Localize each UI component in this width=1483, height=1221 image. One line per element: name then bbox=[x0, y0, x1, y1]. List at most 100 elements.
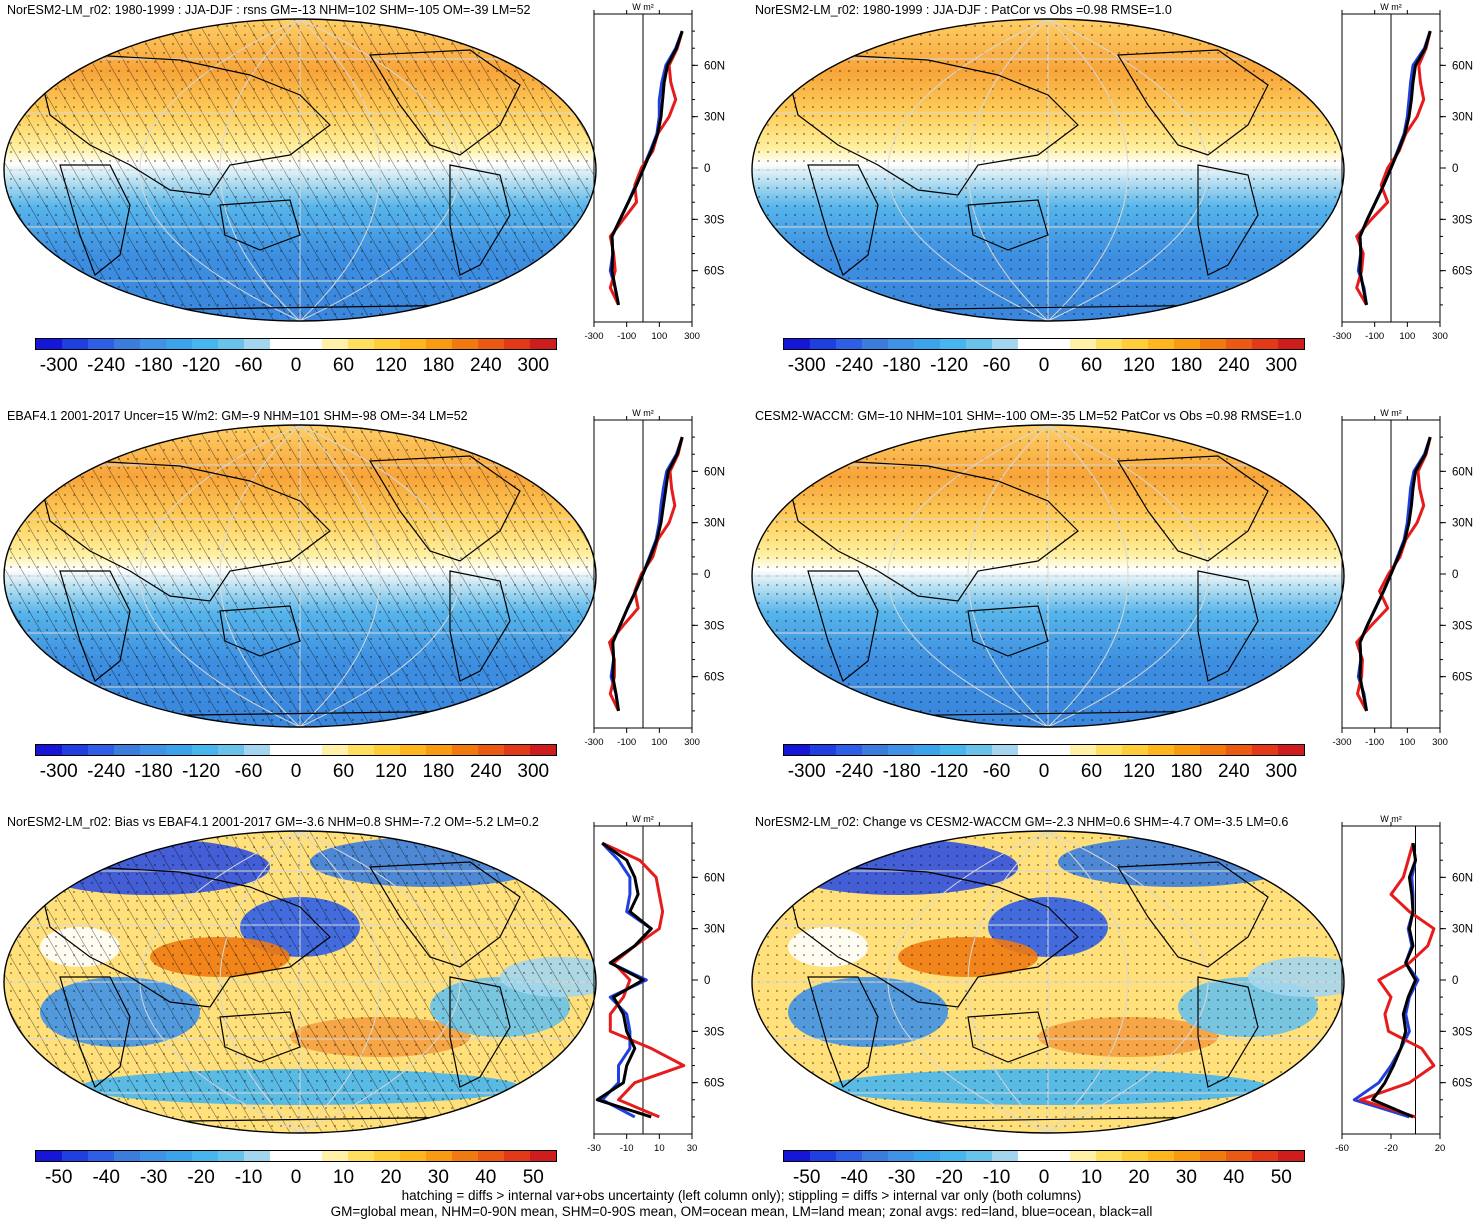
colorbar-swatch bbox=[530, 745, 556, 755]
colorbar-tick-label: -30 bbox=[887, 1167, 916, 1188]
colorbar-swatch bbox=[1096, 1151, 1122, 1161]
zonal-x-tick: -300 bbox=[584, 331, 603, 342]
colorbar-swatch bbox=[1070, 1151, 1096, 1161]
zonal-lat-tick: 30S bbox=[704, 214, 725, 226]
colorbar-swatch bbox=[192, 339, 218, 349]
colorbar-swatch bbox=[62, 745, 88, 755]
world-map bbox=[0, 827, 600, 1137]
zonal-mean-plot: W m² -300 -100 100 300 60N 30N 0 30S 60S bbox=[1328, 0, 1483, 360]
zonal-mean-plot: W m² -300 -100 100 300 60N 30N 0 30S 60S bbox=[1328, 406, 1483, 766]
zonal-x-tick: 300 bbox=[684, 331, 700, 342]
colorbar-swatch bbox=[888, 745, 914, 755]
colorbar-swatch bbox=[836, 1151, 862, 1161]
colorbar-swatch bbox=[1018, 745, 1044, 755]
colorbar-labels: -50 -40 -30 -20 -10 0 10 20 30 40 50 bbox=[35, 1167, 557, 1189]
colorbar-tick-label: -300 bbox=[787, 355, 826, 376]
colorbar-tick-label: 20 bbox=[1128, 1167, 1150, 1188]
zonal-x-tick: -60 bbox=[1335, 1143, 1349, 1154]
colorbar-swatch bbox=[166, 745, 192, 755]
zonal-lat-tick: 30N bbox=[704, 924, 725, 936]
zonal-line-all bbox=[1358, 30, 1432, 306]
colorbar-swatch bbox=[296, 339, 322, 349]
zonal-lat-tick: 60S bbox=[1452, 1078, 1473, 1090]
zonal-x-tick: 300 bbox=[1432, 331, 1448, 342]
zonal-line-all bbox=[1371, 842, 1417, 1119]
colorbar-swatch bbox=[88, 339, 114, 349]
colorbar-swatch bbox=[322, 745, 348, 755]
zonal-line-all bbox=[595, 841, 653, 1119]
colorbar-tick-label: 40 bbox=[1223, 1167, 1245, 1188]
colorbar-swatch bbox=[810, 1151, 836, 1161]
zonal-mean-plot: W m² -300 -100 100 300 60N 30N 0 30S 60S bbox=[580, 406, 740, 766]
zonal-x-tick: 300 bbox=[1432, 737, 1448, 748]
colorbar-swatch bbox=[62, 1151, 88, 1161]
colorbar-swatch bbox=[1018, 1151, 1044, 1161]
colorbar-tick-label: -60 bbox=[234, 355, 263, 376]
colorbar-swatch bbox=[1148, 1151, 1174, 1161]
zonal-lat-tick: 0 bbox=[704, 975, 710, 987]
colorbar-swatch bbox=[1252, 339, 1278, 349]
zonal-lat-tick: 0 bbox=[704, 163, 710, 175]
zonal-lat-tick: 30S bbox=[704, 1026, 725, 1038]
colorbar-swatch bbox=[244, 339, 270, 349]
colorbar-tick-label: 50 bbox=[522, 1167, 544, 1188]
colorbar-swatch bbox=[374, 339, 400, 349]
colorbar-swatch bbox=[992, 1151, 1018, 1161]
colorbar-swatch bbox=[1226, 1151, 1252, 1161]
colorbar-swatch bbox=[140, 339, 166, 349]
colorbar-swatch bbox=[784, 339, 810, 349]
colorbar-swatch bbox=[1278, 745, 1304, 755]
panel-title: CESM2-WACCM: GM=-10 NHM=101 SHM=-100 OM=… bbox=[755, 409, 1302, 423]
colorbar-labels: -300 -240 -180 -120 -60 0 60 120 180 240 300 bbox=[783, 761, 1305, 783]
zonal-line-land bbox=[1355, 30, 1432, 306]
colorbar-swatch bbox=[836, 745, 862, 755]
colorbar-tick-label: 180 bbox=[1170, 355, 1203, 376]
colorbar-swatch bbox=[888, 339, 914, 349]
colorbar-tick-label: 0 bbox=[290, 761, 302, 782]
colorbar-swatch bbox=[374, 745, 400, 755]
zonal-line-all bbox=[1358, 436, 1432, 712]
zonal-lat-tick: 60S bbox=[704, 266, 725, 278]
zonal-lat-tick: 60N bbox=[1452, 466, 1473, 478]
colorbar-tick-label: -180 bbox=[134, 761, 173, 782]
colorbar-swatch bbox=[244, 1151, 270, 1161]
colorbar-swatch bbox=[270, 745, 296, 755]
colorbar-tick-label: -40 bbox=[92, 1167, 120, 1188]
colorbar-swatch bbox=[1200, 745, 1226, 755]
colorbar-swatch bbox=[166, 339, 192, 349]
colorbar-swatch bbox=[504, 339, 530, 349]
zonal-lat-tick: 60S bbox=[704, 672, 725, 684]
zonal-unit: W m² bbox=[1380, 2, 1402, 12]
colorbar-tick-label: -240 bbox=[87, 355, 126, 376]
colorbar-labels: -50 -40 -30 -20 -10 0 10 20 30 40 50 bbox=[783, 1167, 1305, 1189]
zonal-x-tick: -300 bbox=[1332, 737, 1351, 748]
zonal-x-tick: -100 bbox=[617, 331, 636, 342]
colorbar-swatch bbox=[218, 339, 244, 349]
colorbar-tick-label: 240 bbox=[1217, 355, 1250, 376]
colorbar-tick-label: 60 bbox=[332, 355, 355, 376]
map-panel: CESM2-WACCM: GM=-10 NHM=101 SHM=-100 OM=… bbox=[748, 406, 1483, 811]
colorbar-swatch bbox=[140, 745, 166, 755]
colorbar-swatch bbox=[374, 1151, 400, 1161]
colorbar-tick-label: 0 bbox=[1038, 1167, 1050, 1188]
zonal-line-all bbox=[611, 436, 684, 712]
zonal-unit: W m² bbox=[632, 408, 654, 418]
colorbar bbox=[35, 744, 557, 756]
colorbar-swatch bbox=[1070, 745, 1096, 755]
colorbar-swatch bbox=[88, 745, 114, 755]
colorbar bbox=[783, 338, 1305, 350]
colorbar-tick-label: 180 bbox=[422, 761, 455, 782]
colorbar-swatch bbox=[862, 745, 888, 755]
colorbar-swatch bbox=[940, 1151, 966, 1161]
colorbar-tick-label: 120 bbox=[375, 761, 407, 782]
zonal-x-tick: 300 bbox=[684, 737, 700, 748]
zonal-x-tick: 10 bbox=[654, 1143, 665, 1154]
colorbar-swatch bbox=[966, 339, 992, 349]
zonal-line-land bbox=[608, 30, 684, 306]
zonal-lat-tick: 0 bbox=[1452, 569, 1458, 581]
zonal-x-tick: -300 bbox=[584, 737, 603, 748]
colorbar-swatch bbox=[36, 339, 62, 349]
colorbar-swatch bbox=[426, 745, 452, 755]
colorbar-swatch bbox=[914, 1151, 940, 1161]
zonal-lat-tick: 30N bbox=[704, 112, 725, 124]
